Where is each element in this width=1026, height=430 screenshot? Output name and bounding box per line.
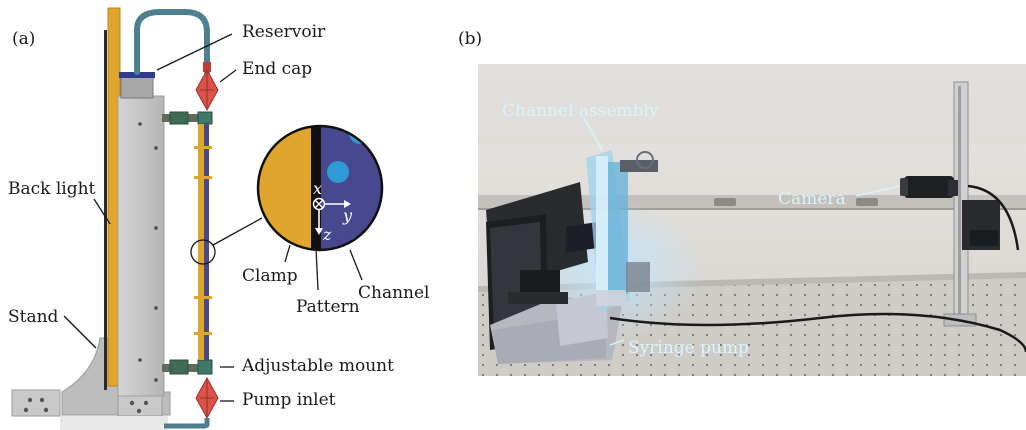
zoom-connector [212, 217, 263, 246]
callout-end-cap: End cap [242, 59, 312, 79]
callout-back-light: Back light [8, 179, 96, 199]
axis-z-label: z [322, 225, 332, 244]
callout-clamp: Clamp [242, 266, 298, 286]
zoom-inset: x y z [256, 124, 384, 252]
clamp-pins [194, 146, 212, 335]
tube-top [134, 9, 210, 75]
callout-channel: Channel [358, 283, 430, 303]
leader-lines [63, 33, 363, 402]
zoom-outline [256, 124, 384, 252]
channel-strip [204, 124, 209, 360]
frame [117, 95, 165, 397]
panel-b-label: (b) [458, 29, 482, 49]
adjustable-mount [162, 359, 213, 375]
channel-clamp-strip [198, 124, 204, 360]
panel-a-label: (a) [12, 29, 35, 49]
axes-glyph: x y z [312, 179, 353, 244]
pump-mechanism [520, 270, 560, 294]
top-mount [162, 111, 213, 125]
frame-holes [138, 122, 158, 382]
callout-reservoir: Reservoir [242, 22, 326, 42]
axis-y-label: y [342, 206, 353, 225]
photo-leaders [583, 117, 901, 346]
callout-stand: Stand [8, 307, 59, 327]
axis-x-label: x [313, 179, 322, 198]
callout-adjustable-mount: Adjustable mount [241, 356, 394, 376]
zoom-marker [190, 239, 216, 265]
pump-screen [566, 222, 596, 253]
callout-camera: Camera [778, 189, 846, 209]
end-cap [195, 62, 219, 112]
callout-syringe-pump: Syringe pump [628, 338, 749, 358]
pump-inlet [164, 376, 219, 429]
panel-b: (b) [458, 29, 1026, 376]
camera-stand [943, 81, 1000, 327]
panel-a: (a) [8, 7, 430, 430]
callout-pump-inlet: Pump inlet [242, 390, 336, 410]
camera [900, 176, 958, 198]
callout-channel-assembly: Channel assembly [502, 101, 659, 121]
lab-photo [478, 64, 1026, 376]
back-light-edge [104, 30, 107, 390]
cable [609, 312, 1026, 353]
callout-pattern: Pattern [296, 297, 360, 317]
particle [327, 161, 349, 183]
zoom-pattern [311, 126, 321, 250]
